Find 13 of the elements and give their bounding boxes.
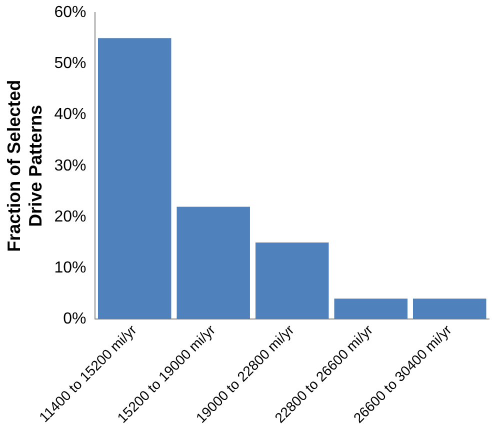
bar xyxy=(255,242,329,320)
bar xyxy=(413,298,486,320)
y-tick-label: 10% xyxy=(54,259,86,276)
y-tick-label: 40% xyxy=(54,106,86,124)
y-tick-label: 20% xyxy=(54,208,86,226)
y-tick-label: 0% xyxy=(63,310,86,328)
y-tick-label: 50% xyxy=(54,55,86,72)
bar xyxy=(176,206,250,320)
y-tick-label: 60% xyxy=(54,4,86,22)
y-tick-label: 30% xyxy=(54,157,86,174)
y-axis-title: Fraction of Selected Drive Patterns xyxy=(4,80,46,252)
bar xyxy=(334,298,408,320)
bar xyxy=(98,38,172,320)
